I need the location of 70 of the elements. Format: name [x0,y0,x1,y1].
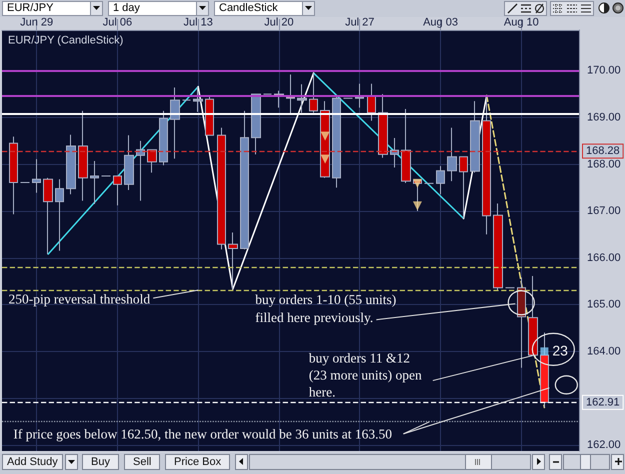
x-tick-label: Jul 27 [345,16,374,28]
candlestick [193,86,203,112]
y-tick-label: 169.00 [587,111,621,124]
x-tick-label: Jul 20 [264,16,294,28]
button: Buy [82,454,119,470]
candlestick [540,332,549,408]
candlestick [297,84,307,114]
annotation: buy orders 11 &12 (23 more units) open here. [308,350,426,400]
y-tick-label: 170.00 [587,64,621,77]
y-tick-label: 166.00 [587,252,621,264]
candlestick [401,108,411,184]
candlestick [205,95,214,136]
candlestick [528,276,538,356]
annotation: If price goes below 162.50, the new order would be 36 units at 163.50 [13,426,392,442]
chart-title: EUR/JPY (CandleStick) [8,34,124,46]
x-tick-label: Jul 06 [102,16,132,28]
candlestick [66,134,76,195]
candlestick [159,110,168,166]
candlestick [378,94,388,158]
dropdown-field: CandleStick [214,1,315,16]
candlestick [113,175,122,206]
ref-line-label: 168.28 [586,145,620,158]
button: Price Box [165,454,230,470]
point [320,154,330,164]
y-tick-label: 162.00 [587,438,621,451]
candlestick [251,94,261,155]
candlestick [240,110,249,250]
candlestick [436,166,445,195]
annotation: 250-pip reversal threshold [8,292,150,307]
candlestick [459,156,468,220]
candlestick [32,158,41,194]
candlestick [217,127,226,250]
candlestick [55,178,64,252]
candlestick [170,87,180,160]
dropdown-field: 1 day [108,1,209,16]
x-tick-label: Aug 10 [504,16,539,28]
candlestick [309,72,318,114]
candlestick [9,136,18,215]
candlestick [367,83,376,122]
dropdown-field: EUR/JPY [2,1,103,16]
button: Sell [124,454,160,470]
point [540,347,548,356]
candlestick [43,177,53,255]
candlestick [447,127,457,182]
candlestick [390,138,399,168]
candlestick [482,94,491,235]
annotation: 23 [552,342,568,358]
candlestick [517,276,526,368]
y-tick-label: 164.00 [587,345,621,358]
candlestick [147,149,157,174]
candlestick [228,232,238,290]
candlestick [136,140,145,202]
candlestick [78,110,88,202]
annotation: buy orders 1-10 (55 units) filled here previously. [255,292,400,326]
candlestick [90,160,99,205]
x-tick-label: Jul 13 [184,16,213,28]
point [412,201,422,210]
x-tick-label: Jun 29 [20,16,54,28]
y-tick-label: 165.00 [587,298,621,311]
candlestick [493,203,503,292]
x-tick-label: Aug 03 [423,16,458,28]
ref-line-label: 162.91 [586,396,620,408]
y-tick-label: 168.00 [587,158,621,170]
button: Add Study [2,454,63,470]
candlestick [124,134,134,190]
candlestick [332,95,341,188]
candlestick [470,100,480,174]
point [412,178,422,188]
point [320,132,330,141]
y-tick-label: 167.00 [587,205,621,218]
